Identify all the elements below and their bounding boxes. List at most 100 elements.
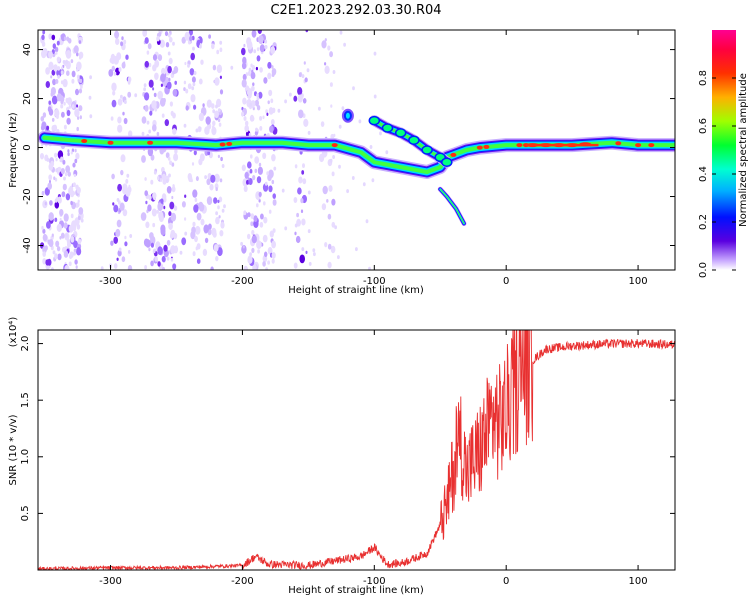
noise-speckle	[44, 201, 47, 206]
noise-speckle	[327, 243, 332, 250]
noise-speckle	[219, 47, 223, 53]
noise-speckle	[247, 233, 251, 240]
noise-speckle	[51, 95, 58, 105]
noise-speckle	[163, 244, 168, 252]
noise-speckle	[214, 110, 220, 119]
noise-speckle	[121, 62, 126, 69]
noise-speckle	[52, 43, 56, 49]
noise-speckle	[385, 150, 389, 155]
noise-speckle	[256, 47, 260, 52]
noise-speckle	[118, 247, 122, 252]
noise-speckle	[339, 30, 343, 35]
noise-speckle	[210, 174, 216, 183]
noise-speckle	[41, 190, 45, 196]
noise-speckle	[369, 145, 373, 149]
noise-speckle	[143, 87, 147, 92]
x-tick-label: -300	[99, 576, 122, 587]
noise-speckle	[41, 34, 45, 41]
spectrogram-frame	[37, 29, 676, 271]
noise-speckle	[241, 244, 247, 254]
noise-speckle	[169, 101, 173, 107]
noise-speckle	[170, 245, 176, 254]
noise-speckle	[252, 263, 257, 270]
noise-speckle	[124, 235, 127, 240]
noise-speckle	[252, 175, 256, 181]
noise-speckle	[141, 155, 146, 163]
noise-speckle	[246, 40, 253, 50]
noise-speckle	[219, 178, 223, 183]
noise-speckle	[217, 154, 220, 159]
noise-speckle	[54, 253, 58, 260]
noise-speckle	[187, 63, 190, 68]
noise-speckle	[272, 107, 276, 114]
noise-speckle	[65, 233, 69, 238]
noise-speckle	[210, 266, 214, 270]
noise-speckle	[269, 125, 274, 133]
noise-speckle	[330, 245, 336, 254]
noise-speckle	[48, 33, 53, 40]
spectrogram-marks	[38, 30, 675, 270]
noise-speckle	[219, 40, 223, 45]
noise-speckle	[77, 199, 80, 203]
ridge-peak	[226, 141, 233, 146]
noise-speckle	[55, 51, 58, 55]
noise-speckle	[330, 104, 333, 108]
noise-speckle	[152, 192, 157, 200]
noise-speckle	[127, 265, 133, 270]
noise-speckle	[152, 124, 157, 132]
noise-speckle	[48, 100, 52, 105]
noise-speckle	[207, 150, 211, 156]
noise-speckle	[183, 123, 187, 128]
noise-speckle	[44, 187, 50, 196]
noise-speckle	[191, 226, 196, 234]
noise-speckle	[80, 84, 83, 89]
noise-speckle	[216, 64, 223, 74]
noise-speckle	[373, 94, 377, 99]
noise-speckle	[268, 89, 273, 97]
noise-speckle	[48, 50, 53, 59]
noise-speckle	[165, 152, 170, 159]
noise-speckle	[332, 155, 335, 159]
noise-speckle	[312, 248, 316, 253]
noise-speckle	[244, 171, 249, 179]
noise-speckle	[298, 176, 303, 184]
noise-speckle	[62, 183, 67, 191]
noise-speckle	[173, 205, 178, 211]
noise-speckle	[56, 114, 59, 120]
noise-speckle	[174, 148, 178, 154]
branch-blob	[381, 123, 394, 133]
noise-speckle	[254, 168, 258, 173]
noise-speckle	[293, 197, 298, 203]
noise-speckle	[42, 48, 45, 52]
noise-speckle	[113, 71, 117, 76]
noise-speckle	[75, 152, 80, 160]
noise-speckle	[264, 45, 268, 50]
noise-speckle	[262, 234, 268, 243]
noise-speckle	[198, 201, 204, 210]
noise-speckle	[284, 226, 288, 231]
noise-speckle	[217, 247, 223, 257]
noise-speckle	[171, 195, 174, 200]
noise-speckle	[148, 129, 152, 134]
noise-speckle	[73, 45, 79, 54]
noise-speckle	[242, 178, 248, 187]
noise-speckle	[156, 35, 160, 42]
noise-speckle	[59, 158, 63, 163]
noise-speckle	[74, 108, 80, 118]
noise-speckle	[302, 163, 305, 169]
noise-speckle	[200, 59, 204, 65]
noise-speckle	[198, 158, 203, 166]
noise-speckle	[76, 126, 79, 132]
noise-speckle	[332, 70, 336, 74]
noise-speckle	[258, 91, 263, 99]
noise-speckle	[256, 55, 261, 62]
noise-speckle	[215, 211, 219, 216]
noise-speckle	[115, 38, 120, 45]
noise-speckle	[117, 116, 122, 124]
noise-speckle	[267, 100, 270, 105]
noise-speckle	[254, 156, 260, 164]
noise-speckle	[215, 187, 218, 192]
noise-speckle	[242, 245, 245, 249]
noise-speckle	[164, 76, 169, 84]
